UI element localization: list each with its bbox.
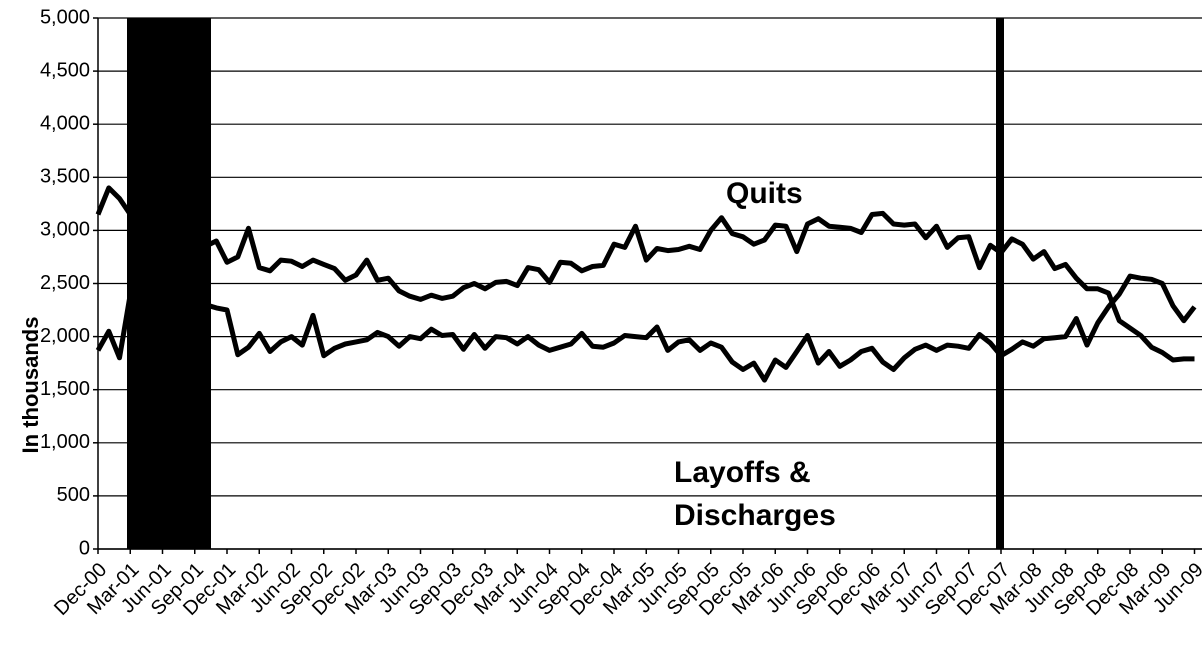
y-tick-label: 2,500 bbox=[40, 272, 90, 294]
y-tick-label: 3,500 bbox=[40, 166, 90, 188]
y-tick-label: 500 bbox=[57, 484, 90, 506]
y-tick-label: 2,000 bbox=[40, 325, 90, 347]
y-tick-label: 1,500 bbox=[40, 378, 90, 400]
recession-shade bbox=[127, 18, 211, 549]
y-tick-label: 4,500 bbox=[40, 59, 90, 81]
series-line bbox=[95, 185, 1195, 363]
y-tick-label: 3,000 bbox=[40, 219, 90, 241]
series-line bbox=[95, 273, 1197, 383]
y-tick-label: 5,000 bbox=[40, 6, 90, 28]
grid bbox=[98, 17, 1202, 550]
series-annotation: Quits bbox=[726, 177, 803, 210]
y-axis-label: In thousands bbox=[18, 317, 43, 454]
recession-shade bbox=[996, 18, 1004, 549]
series-annotation: Layoffs & Discharges bbox=[674, 456, 836, 532]
y-tick-label: 4,000 bbox=[40, 112, 90, 134]
y-tick-label: 1,000 bbox=[40, 431, 90, 453]
y-tick-label: 0 bbox=[79, 537, 90, 559]
